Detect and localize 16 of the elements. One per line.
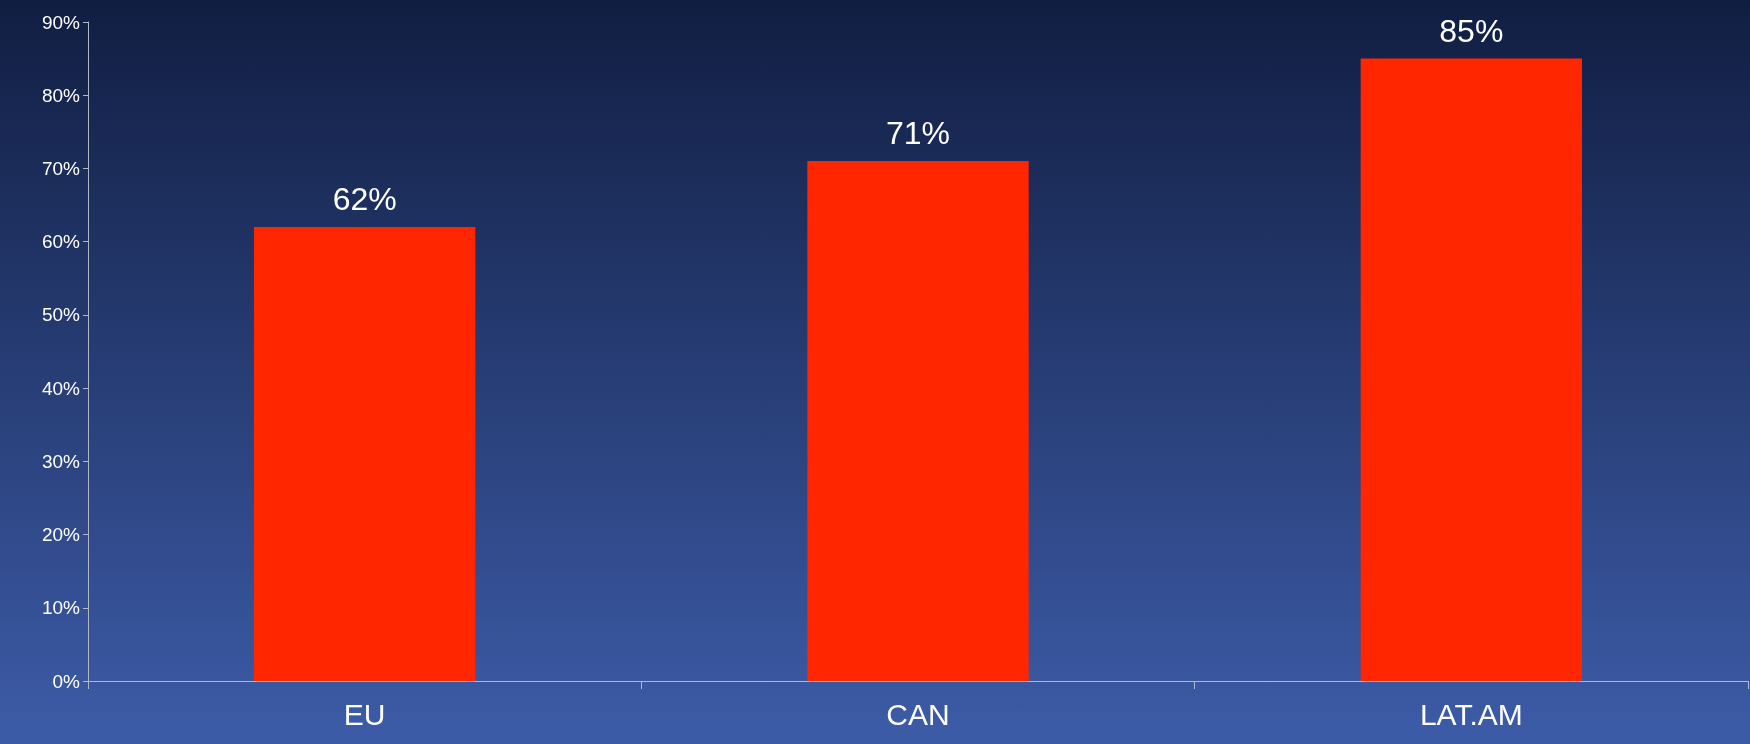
data-label: 71% — [885, 115, 951, 152]
y-tick-label: 20% — [41, 524, 81, 546]
y-tick-label: 30% — [41, 450, 81, 472]
y-tick-label: 50% — [41, 304, 81, 326]
data-label: 62% — [332, 181, 397, 218]
x-tick-label: LAT.AM — [1419, 697, 1523, 731]
y-tick-label: 10% — [41, 597, 81, 619]
x-tick-label: CAN — [886, 697, 950, 731]
y-tick-label: 80% — [41, 84, 81, 106]
y-tick-label: 40% — [41, 377, 81, 399]
data-label: 85% — [1439, 12, 1504, 49]
y-tick-label: 0% — [52, 670, 81, 692]
x-tick-label: EU — [343, 697, 386, 731]
y-tick-label: 70% — [41, 157, 81, 179]
y-tick-label: 60% — [41, 231, 81, 253]
y-tick-label: 90% — [41, 11, 81, 33]
